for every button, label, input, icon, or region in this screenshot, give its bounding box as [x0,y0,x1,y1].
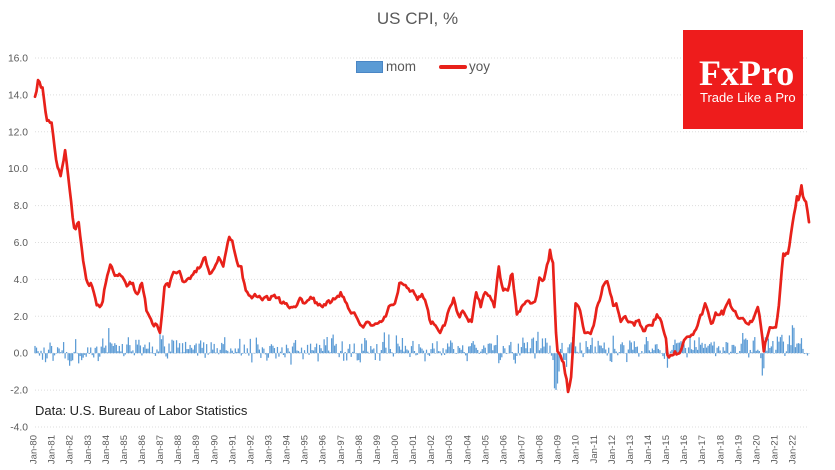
svg-text:Jan-10: Jan-10 [571,435,582,464]
svg-text:Jan-11: Jan-11 [589,435,600,463]
svg-text:Jan-98: Jan-98 [354,435,365,464]
svg-text:Jan-20: Jan-20 [751,435,762,464]
svg-text:Jan-95: Jan-95 [300,435,311,464]
svg-text:8.0: 8.0 [14,201,29,212]
svg-text:-4.0: -4.0 [10,423,28,434]
svg-text:Jan-07: Jan-07 [516,435,527,464]
svg-text:Jan-13: Jan-13 [625,435,636,464]
svg-text:Jan-16: Jan-16 [679,435,690,464]
svg-text:Trade Like a Pro: Trade Like a Pro [700,90,796,105]
svg-text:2.0: 2.0 [14,312,29,323]
svg-text:Jan-18: Jan-18 [715,435,726,464]
svg-text:Jan-12: Jan-12 [607,435,618,464]
svg-text:Jan-08: Jan-08 [535,435,546,464]
svg-text:-2.0: -2.0 [10,386,28,397]
svg-text:Jan-99: Jan-99 [372,435,383,464]
svg-text:FxPro: FxPro [699,53,794,93]
svg-text:Jan-96: Jan-96 [318,435,329,464]
svg-text:Jan-90: Jan-90 [209,435,220,464]
svg-text:Jan-03: Jan-03 [444,435,455,464]
svg-text:Jan-80: Jan-80 [29,435,40,464]
svg-text:0.0: 0.0 [14,349,29,360]
svg-text:Jan-00: Jan-00 [390,435,401,464]
svg-text:Jan-88: Jan-88 [173,435,184,464]
svg-text:Jan-01: Jan-01 [408,435,419,464]
svg-text:Jan-92: Jan-92 [245,435,256,464]
svg-text:Jan-91: Jan-91 [227,435,238,464]
svg-text:Jan-14: Jan-14 [643,435,654,464]
svg-text:Jan-85: Jan-85 [119,435,130,464]
svg-text:Jan-81: Jan-81 [47,435,58,464]
svg-text:Jan-87: Jan-87 [155,435,166,464]
svg-text:6.0: 6.0 [14,238,29,249]
svg-text:Jan-19: Jan-19 [733,435,744,464]
svg-text:Jan-86: Jan-86 [137,435,148,464]
svg-text:Jan-93: Jan-93 [264,435,275,464]
svg-text:Jan-82: Jan-82 [65,435,76,464]
svg-text:Jan-89: Jan-89 [191,435,202,464]
svg-text:Jan-84: Jan-84 [101,435,112,464]
svg-text:10.0: 10.0 [8,164,28,175]
svg-text:Jan-04: Jan-04 [462,435,473,464]
svg-text:Jan-02: Jan-02 [426,435,437,464]
svg-text:Jan-22: Jan-22 [788,435,799,464]
svg-text:Jan-15: Jan-15 [661,435,672,464]
svg-text:Jan-06: Jan-06 [498,435,509,464]
svg-text:Jan-94: Jan-94 [282,435,293,464]
svg-text:14.0: 14.0 [8,90,28,101]
svg-text:16.0: 16.0 [8,54,28,65]
svg-text:Jan-17: Jan-17 [697,435,708,464]
svg-text:Jan-21: Jan-21 [769,435,780,464]
svg-text:4.0: 4.0 [14,275,29,286]
svg-text:Jan-97: Jan-97 [336,435,347,464]
svg-text:12.0: 12.0 [8,127,28,138]
svg-text:Jan-09: Jan-09 [553,435,564,464]
svg-text:Jan-05: Jan-05 [480,435,491,464]
svg-text:Jan-83: Jan-83 [83,435,94,464]
